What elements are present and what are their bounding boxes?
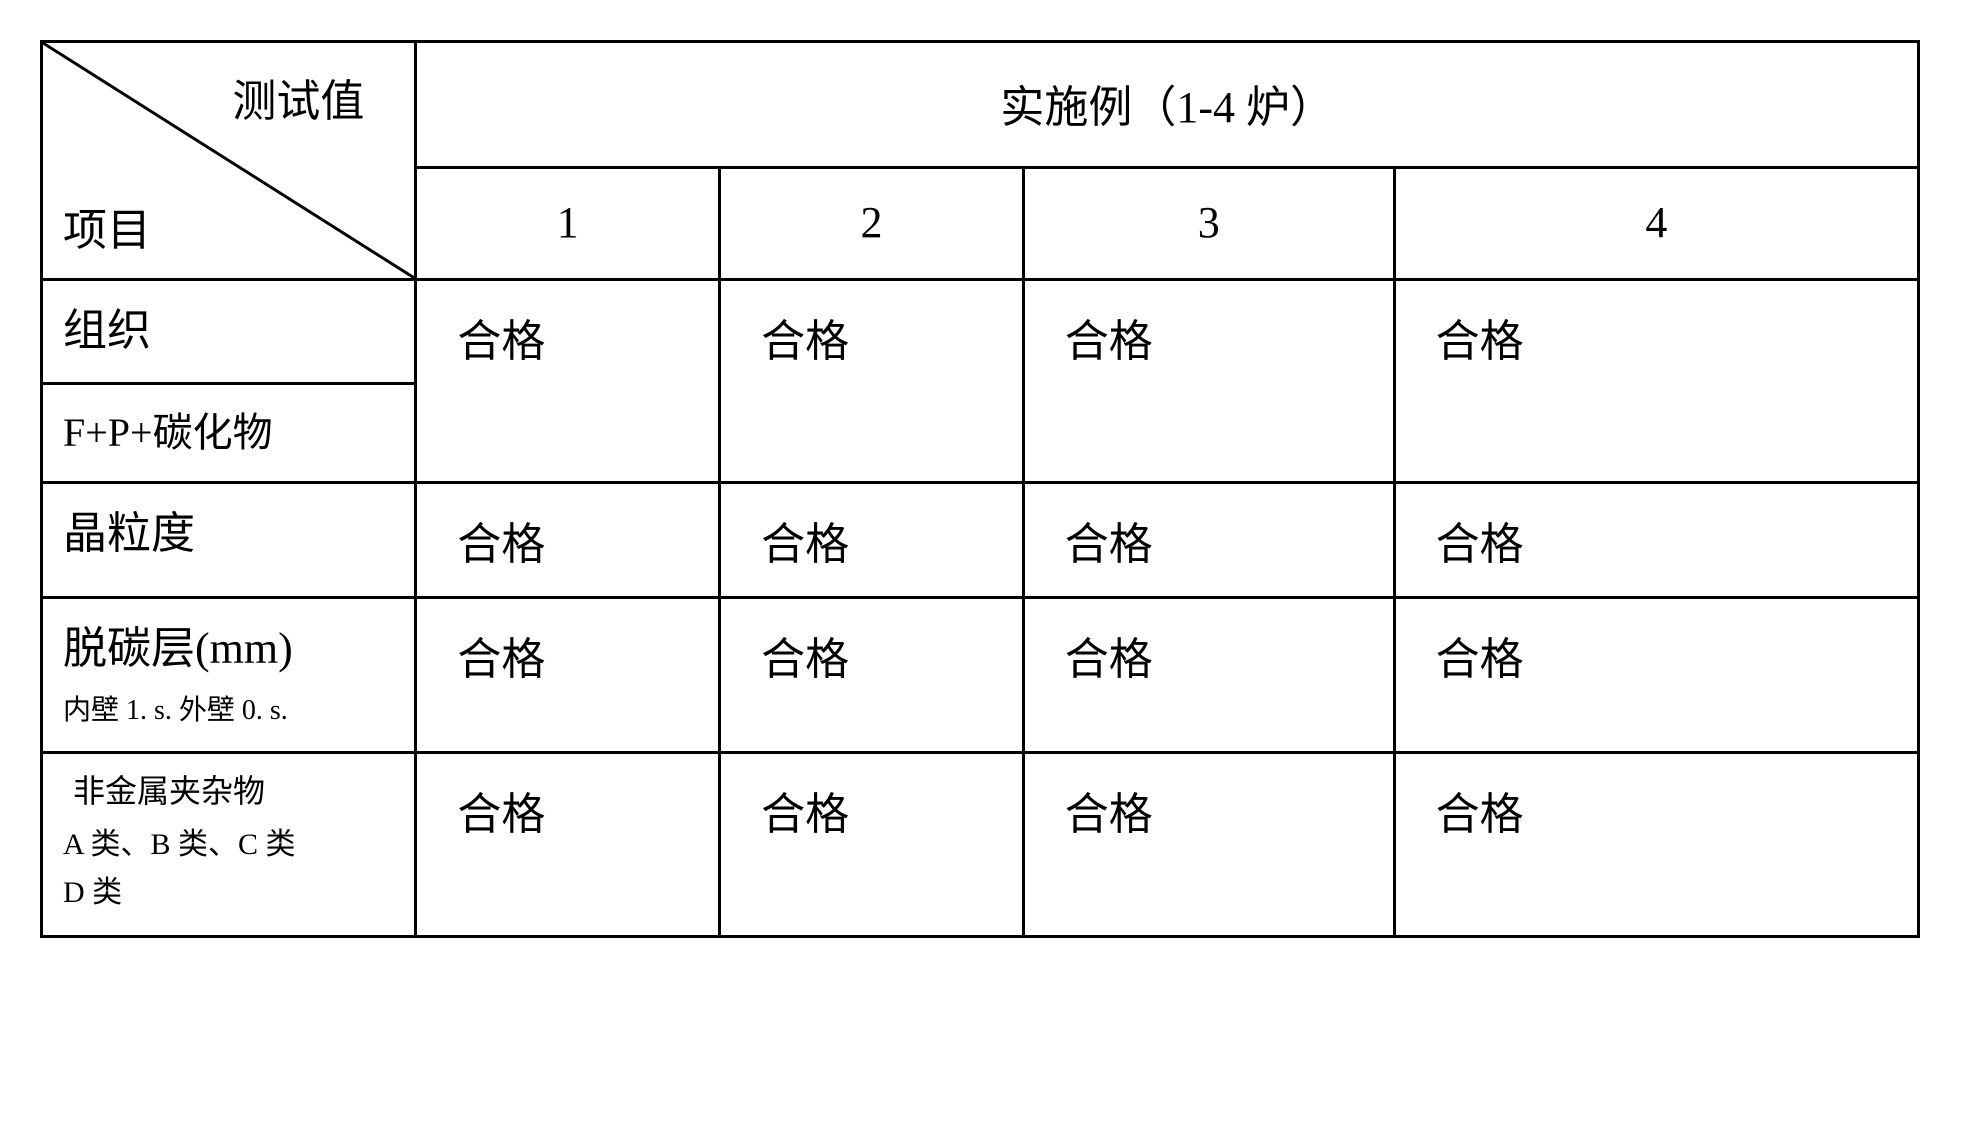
data-cell: 合格 (720, 597, 1024, 752)
data-cell: 合格 (1394, 753, 1918, 936)
diag-bottom-label: 项目 (63, 194, 151, 258)
row-label-inclusions: 非金属夹杂物 A 类、B 类、C 类 D 类 (42, 753, 416, 936)
row-label-text: 非金属夹杂物 (73, 772, 394, 810)
data-cell: 合格 (1394, 280, 1918, 483)
results-table: 测试值 项目 实施例（1-4 炉） 1 2 3 4 组织 合格 合格 合格 合格… (40, 40, 1920, 938)
data-cell: 合格 (1023, 753, 1394, 936)
data-cell: 合格 (416, 597, 720, 752)
data-cell: 合格 (720, 280, 1024, 483)
diag-top-label: 测试值 (232, 65, 364, 129)
table-row: 晶粒度 合格 合格 合格 合格 (42, 482, 1919, 597)
row-label-text: 晶粒度 (63, 508, 394, 561)
data-cell: 合格 (720, 482, 1024, 597)
row-label-grain: 晶粒度 (42, 482, 416, 597)
data-cell: 合格 (416, 753, 720, 936)
header-row-1: 测试值 项目 实施例（1-4 炉） (42, 42, 1919, 168)
data-cell: 合格 (720, 753, 1024, 936)
table-row: 组织 合格 合格 合格 合格 (42, 280, 1919, 384)
header-span-title: 实施例（1-4 炉） (416, 42, 1919, 168)
table-row: 脱碳层(mm) 内壁 1. s. 外壁 0. s. 合格 合格 合格 合格 (42, 597, 1919, 752)
row-label-fp-carbide: F+P+碳化物 (42, 383, 416, 482)
data-cell: 合格 (1023, 482, 1394, 597)
row-label-decarb: 脱碳层(mm) 内壁 1. s. 外壁 0. s. (42, 597, 416, 752)
row-label-subtext: 内壁 1. s. 外壁 0. s. (63, 694, 394, 728)
row-label-text: 组织 (63, 305, 394, 358)
table-row: 非金属夹杂物 A 类、B 类、C 类 D 类 合格 合格 合格 合格 (42, 753, 1919, 936)
col-num-3: 3 (1023, 167, 1394, 279)
data-cell: 合格 (1023, 280, 1394, 483)
diag-header-cell: 测试值 项目 (42, 42, 416, 280)
row-label-subtext: A 类、B 类、C 类 D 类 (63, 821, 394, 917)
row-label-structure: 组织 (42, 280, 416, 384)
data-cell: 合格 (1394, 482, 1918, 597)
col-num-4: 4 (1394, 167, 1918, 279)
data-cell: 合格 (416, 482, 720, 597)
data-cell: 合格 (416, 280, 720, 483)
col-num-1: 1 (416, 167, 720, 279)
row-label-text: F+P+碳化物 (63, 409, 394, 457)
col-num-2: 2 (720, 167, 1024, 279)
row-label-text: 脱碳层(mm) (63, 623, 394, 676)
data-cell: 合格 (1023, 597, 1394, 752)
results-table-container: 测试值 项目 实施例（1-4 炉） 1 2 3 4 组织 合格 合格 合格 合格… (40, 40, 1920, 938)
data-cell: 合格 (1394, 597, 1918, 752)
